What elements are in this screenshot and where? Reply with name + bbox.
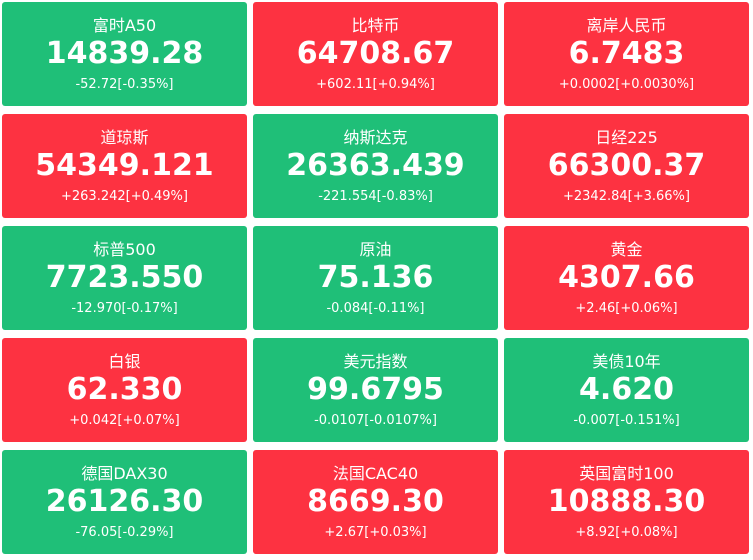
tile-name: 富时A50 bbox=[92, 16, 157, 35]
tile-change: +2.67[+0.03%] bbox=[324, 525, 427, 540]
tile-price: 4.620 bbox=[579, 372, 674, 407]
tile-name: 日经225 bbox=[595, 128, 658, 147]
tile-price: 6.7483 bbox=[568, 36, 685, 71]
tile-name: 美债10年 bbox=[592, 352, 661, 371]
tile-price: 64708.67 bbox=[296, 36, 455, 71]
market-tile[interactable]: 纳斯达克 26363.439 -221.554[-0.83%] bbox=[253, 114, 498, 218]
market-tile[interactable]: 原油 75.136 -0.084[-0.11%] bbox=[253, 226, 498, 330]
market-tile[interactable]: 日经225 66300.37 +2342.84[+3.66%] bbox=[504, 114, 749, 218]
tile-price: 62.330 bbox=[66, 372, 183, 407]
market-tile[interactable]: 标普500 7723.550 -12.970[-0.17%] bbox=[2, 226, 247, 330]
tile-price: 10888.30 bbox=[547, 484, 706, 519]
tile-name: 比特币 bbox=[351, 16, 400, 35]
tile-name: 白银 bbox=[108, 352, 141, 371]
tile-change: -0.0107[-0.0107%] bbox=[314, 413, 437, 428]
tile-name: 法国CAC40 bbox=[332, 464, 419, 483]
market-tile[interactable]: 德国DAX30 26126.30 -76.05[-0.29%] bbox=[2, 450, 247, 554]
market-tile[interactable]: 美债10年 4.620 -0.007[-0.151%] bbox=[504, 338, 749, 442]
market-tile[interactable]: 法国CAC40 8669.30 +2.67[+0.03%] bbox=[253, 450, 498, 554]
tile-change: -0.084[-0.11%] bbox=[326, 301, 425, 316]
tile-name: 道琼斯 bbox=[100, 128, 149, 147]
tile-price: 14839.28 bbox=[45, 36, 204, 71]
tile-name: 原油 bbox=[359, 240, 392, 259]
tile-change: +0.042[+0.07%] bbox=[69, 413, 180, 428]
market-tile[interactable]: 英国富时100 10888.30 +8.92[+0.08%] bbox=[504, 450, 749, 554]
tile-name: 德国DAX30 bbox=[81, 464, 168, 483]
tile-name: 离岸人民币 bbox=[586, 16, 667, 35]
tile-price: 26126.30 bbox=[45, 484, 204, 519]
tile-price: 66300.37 bbox=[547, 148, 706, 183]
tile-price: 75.136 bbox=[317, 260, 434, 295]
tile-name: 标普500 bbox=[93, 240, 156, 259]
tile-change: -0.007[-0.151%] bbox=[573, 413, 680, 428]
tile-change: -52.72[-0.35%] bbox=[75, 77, 174, 92]
tile-price: 54349.121 bbox=[35, 148, 214, 183]
tile-price: 7723.550 bbox=[45, 260, 204, 295]
tile-name: 黄金 bbox=[610, 240, 643, 259]
market-tile[interactable]: 离岸人民币 6.7483 +0.0002[+0.0030%] bbox=[504, 2, 749, 106]
market-tile[interactable]: 黄金 4307.66 +2.46[+0.06%] bbox=[504, 226, 749, 330]
tile-name: 纳斯达克 bbox=[343, 128, 408, 147]
tile-change: -76.05[-0.29%] bbox=[75, 525, 174, 540]
tile-change: +602.11[+0.94%] bbox=[316, 77, 435, 92]
tile-change: +0.0002[+0.0030%] bbox=[558, 77, 695, 92]
tile-price: 4307.66 bbox=[558, 260, 695, 295]
market-tile[interactable]: 美元指数 99.6795 -0.0107[-0.0107%] bbox=[253, 338, 498, 442]
tile-change: +2342.84[+3.66%] bbox=[563, 189, 690, 204]
tile-price: 99.6795 bbox=[307, 372, 444, 407]
tile-name: 美元指数 bbox=[343, 352, 408, 371]
tile-change: -12.970[-0.17%] bbox=[71, 301, 178, 316]
tile-change: +8.92[+0.08%] bbox=[575, 525, 678, 540]
market-tile[interactable]: 比特币 64708.67 +602.11[+0.94%] bbox=[253, 2, 498, 106]
tile-change: -221.554[-0.83%] bbox=[318, 189, 433, 204]
tile-change: +2.46[+0.06%] bbox=[575, 301, 678, 316]
market-tile[interactable]: 白银 62.330 +0.042[+0.07%] bbox=[2, 338, 247, 442]
tile-price: 26363.439 bbox=[286, 148, 465, 183]
tile-name: 英国富时100 bbox=[579, 464, 674, 483]
tile-change: +263.242[+0.49%] bbox=[61, 189, 188, 204]
market-tile[interactable]: 富时A50 14839.28 -52.72[-0.35%] bbox=[2, 2, 247, 106]
market-tile[interactable]: 道琼斯 54349.121 +263.242[+0.49%] bbox=[2, 114, 247, 218]
tile-price: 8669.30 bbox=[307, 484, 444, 519]
